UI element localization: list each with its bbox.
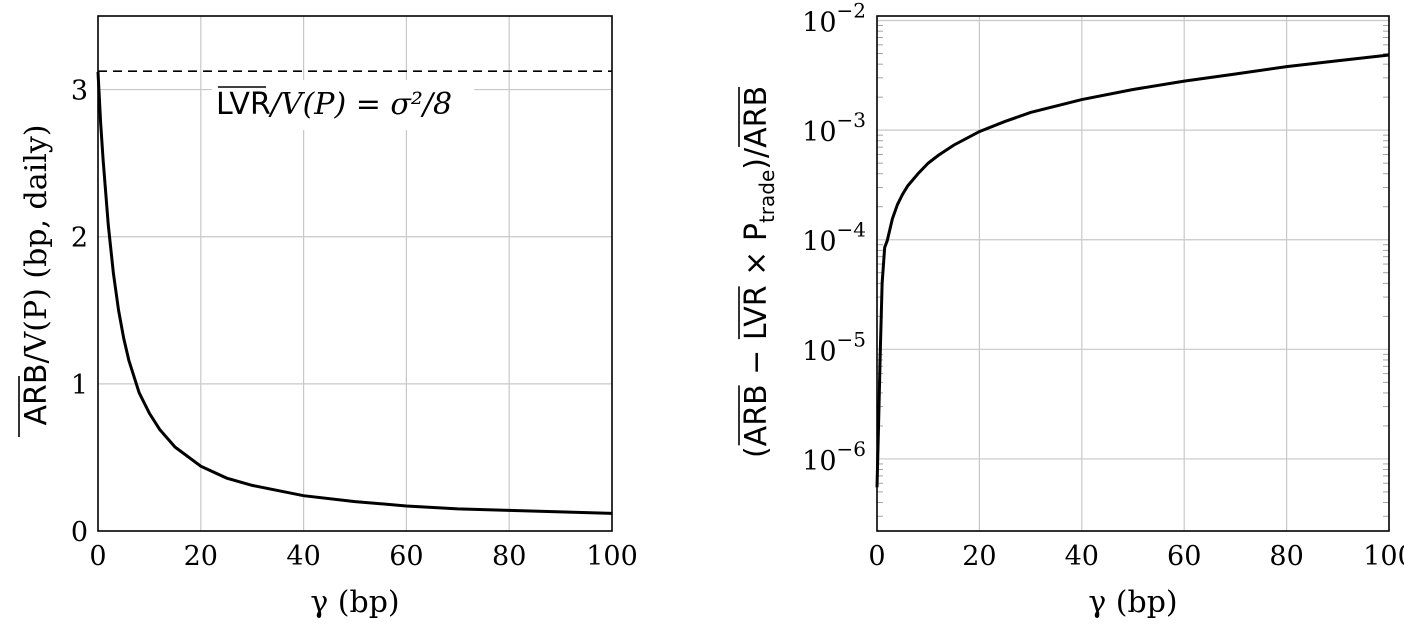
right-ylabel-arb2: ARB bbox=[739, 86, 774, 148]
right-ylabel-close: )/ bbox=[739, 147, 774, 170]
right-x-tick-label: 20 bbox=[962, 541, 996, 572]
right-grid bbox=[877, 16, 1389, 531]
left-x-tick-label: 80 bbox=[492, 541, 526, 572]
right-y-tick-label: 10−6 bbox=[802, 437, 866, 477]
right-plot: 0 20 40 60 80 100 10−6 10−5 10−4 10−3 10−2 γ (bp)… bbox=[738, 0, 1404, 620]
right-x-tick-labels: 0 20 40 60 80 100 bbox=[868, 541, 1404, 572]
left-y-tick-label: 2 bbox=[71, 223, 88, 254]
right-y-tick-label: 10−3 bbox=[802, 108, 866, 148]
reference-line-label: LVR/V(P) = σ²/8 bbox=[216, 87, 452, 122]
right-ylabel-minus: − bbox=[739, 340, 774, 384]
right-x-axis-label: γ (bp) bbox=[1088, 585, 1177, 620]
right-y-tick-label: 10−5 bbox=[802, 327, 866, 367]
right-ylabel-open: ( bbox=[739, 446, 774, 458]
left-x-tick-label: 60 bbox=[389, 541, 423, 572]
right-x-tick-label: 60 bbox=[1167, 541, 1201, 572]
left-plot: LVR/V(P) = σ²/8 0 20 40 60 80 100 0 1 2 3 γ (bp)… bbox=[18, 15, 638, 620]
right-series-line bbox=[875, 53, 1390, 488]
right-ylabel-subscript: trade bbox=[755, 170, 779, 223]
right-plot-frame bbox=[876, 15, 1390, 532]
reference-label-rest: /V(P) = σ²/8 bbox=[268, 87, 452, 122]
left-y-axis-label-text: ARB/V(P) (bp, daily) bbox=[19, 125, 54, 426]
right-y-axis-label: (ARB − LVR × Ptrade)/ARB bbox=[738, 86, 779, 458]
left-ylabel-rest: /V(P) (bp, daily) bbox=[19, 125, 54, 364]
right-x-tick-label: 40 bbox=[1065, 541, 1099, 572]
right-y-tick-label: 10−4 bbox=[802, 218, 866, 258]
left-x-tick-label: 20 bbox=[184, 541, 218, 572]
reference-label-overbar: LVR bbox=[216, 87, 271, 122]
left-y-tick-label: 1 bbox=[71, 370, 88, 401]
right-minor-ticks bbox=[877, 25, 1389, 517]
right-ylabel-lvr: LVR bbox=[739, 285, 774, 340]
left-y-axis-label: ARB/V(P) (bp, daily) bbox=[18, 125, 54, 437]
left-ylabel-overbar: ARB bbox=[19, 364, 54, 426]
left-x-tick-label: 40 bbox=[286, 541, 320, 572]
right-x-tick-label: 0 bbox=[868, 541, 885, 572]
right-y-axis-label-text: (ARB − LVR × Ptrade)/ARB bbox=[739, 86, 779, 458]
right-ylabel-arb1: ARB bbox=[739, 384, 774, 446]
left-x-tick-label: 100 bbox=[586, 541, 638, 572]
left-x-tick-labels: 0 20 40 60 80 100 bbox=[89, 541, 637, 572]
left-plot-frame bbox=[97, 15, 613, 532]
reference-label-background bbox=[212, 80, 474, 130]
right-ylabel-times-p: × P bbox=[739, 223, 774, 285]
left-x-tick-label: 0 bbox=[89, 541, 106, 572]
right-x-tick-label: 80 bbox=[1269, 541, 1303, 572]
left-y-tick-label: 0 bbox=[71, 517, 88, 548]
left-series-line bbox=[96, 71, 613, 515]
left-x-axis-label: γ (bp) bbox=[310, 585, 399, 620]
right-x-tick-label: 100 bbox=[1363, 541, 1404, 572]
left-y-tick-label: 3 bbox=[71, 76, 88, 107]
right-y-tick-labels: 10−6 10−5 10−4 10−3 10−2 bbox=[802, 0, 866, 477]
right-y-tick-label: 10−2 bbox=[802, 0, 866, 39]
left-y-tick-labels: 0 1 2 3 bbox=[71, 76, 88, 548]
